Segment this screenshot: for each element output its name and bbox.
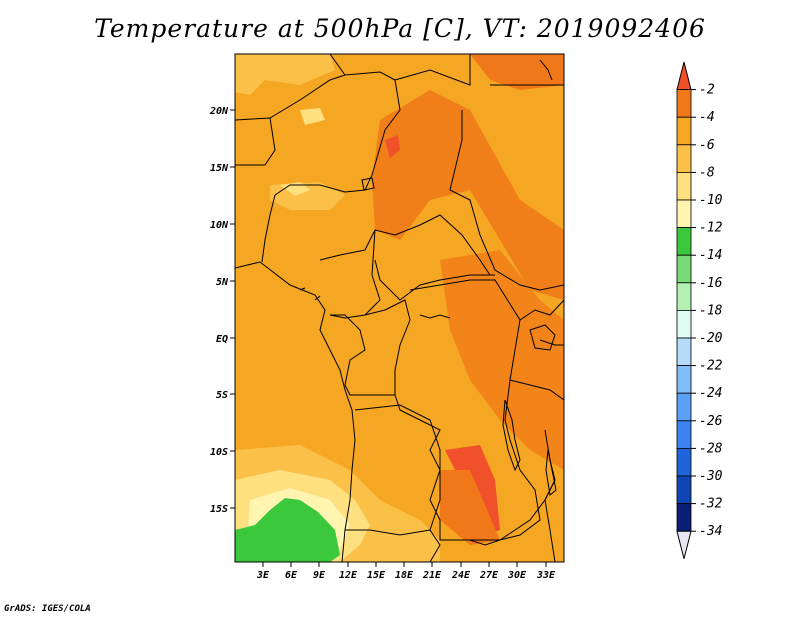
lat-tick-label: EQ xyxy=(216,334,228,345)
border-lines-east-1 xyxy=(394,54,471,86)
border-lines-east-africa xyxy=(519,299,564,321)
colorbar-swatch xyxy=(676,227,692,256)
warmest-spot-north xyxy=(385,135,400,158)
cool-shading-north-2 xyxy=(470,54,564,90)
colorbar-swatch xyxy=(676,282,692,311)
lake-malawi xyxy=(545,449,557,496)
lat-tick-label: 5S xyxy=(216,390,228,401)
green-patch-southwest xyxy=(235,498,340,562)
colorbar-label: -34 xyxy=(699,524,722,539)
border-lines-north-3 xyxy=(269,74,346,119)
border-lines-east-africa-2 xyxy=(539,339,564,346)
colorbar-swatch xyxy=(676,420,692,449)
coastline-west xyxy=(235,261,356,562)
colorbar-label: -8 xyxy=(699,165,715,180)
border-lines-cameroon xyxy=(319,229,381,319)
colorbar-label: -16 xyxy=(699,276,723,291)
colorbar-label: -14 xyxy=(699,248,722,263)
border-lines-angola xyxy=(354,404,441,562)
colorbar-label: -22 xyxy=(699,359,723,374)
warm-band-east xyxy=(372,90,564,300)
lon-tick-label: 3E xyxy=(256,570,270,581)
colorbar-label: -10 xyxy=(699,193,723,208)
lake-victoria xyxy=(529,324,556,351)
colorbar-label: -24 xyxy=(699,386,722,401)
cooler-patch-north xyxy=(300,108,325,125)
lon-tick-label: 24E xyxy=(451,570,471,581)
lat-tick-label: 5N xyxy=(216,277,229,288)
lon-tick-label: 30E xyxy=(507,570,527,581)
colorbar-swatch xyxy=(676,171,692,201)
colorbar-swatch xyxy=(676,475,692,505)
lon-tick-label: 33E xyxy=(536,570,556,581)
lon-tick-label: 12E xyxy=(339,570,358,581)
cool-shading-north xyxy=(235,54,335,95)
lat-tick-label: 10S xyxy=(210,447,228,458)
colorbar-swatch xyxy=(676,365,692,394)
latitude-labels: 20N 15N 10N 5N EQ 5S 10S 15S xyxy=(209,106,229,515)
longitude-axis xyxy=(262,562,547,567)
colorbar-label: -4 xyxy=(699,110,715,125)
colorbar-label: -30 xyxy=(699,469,723,484)
lon-tick-label: 9E xyxy=(313,570,326,581)
colorbar-swatch xyxy=(676,447,692,477)
lon-tick-label: 18E xyxy=(395,570,414,581)
temperature-field xyxy=(235,54,564,562)
lat-tick-label: 10N xyxy=(210,220,229,231)
colorbar-label: -12 xyxy=(699,221,723,236)
border-lines-east-2 xyxy=(449,110,564,291)
map-title: Temperature at 500hPa [C], VT: 201909240… xyxy=(94,14,706,43)
grads-credit: GrADS: IGES/COLA xyxy=(4,604,91,614)
colorbar-label: -6 xyxy=(699,138,715,153)
border-lines-east-africa-3 xyxy=(509,379,564,401)
colorbar-swatch xyxy=(676,199,692,229)
small-coast-bits xyxy=(299,287,451,319)
colorbar: -2 -4 -6 -8 -10 -12 -14 -16 -18 -20 -22 -24 -26 -28 -3… xyxy=(676,61,723,559)
lon-tick-label: 21E xyxy=(422,570,442,581)
country-borders xyxy=(235,54,564,562)
lat-tick-label: 15N xyxy=(210,163,229,174)
colorbar-bottom-arrow xyxy=(676,530,692,559)
colorbar-label: -20 xyxy=(699,331,723,346)
nile-edge xyxy=(539,59,553,81)
colorbar-swatch xyxy=(676,89,692,118)
warm-band-east-2 xyxy=(440,250,564,470)
border-lines-angola-south xyxy=(345,529,431,536)
lake-chad xyxy=(361,177,375,191)
colorbar-swatch xyxy=(676,392,692,422)
border-lines-gabon xyxy=(330,314,395,396)
lat-tick-label: 15S xyxy=(210,504,228,515)
colorbar-label: -26 xyxy=(699,414,723,429)
lat-tick-label: 20N xyxy=(209,106,229,117)
longitude-labels: 3E 6E 9E 12E 15E 18E 21E 24E 27E 30E 33E xyxy=(256,570,556,581)
colorbar-swatch xyxy=(676,144,692,173)
colorbar-top-arrow xyxy=(676,61,692,91)
border-lines-north-2 xyxy=(235,117,276,166)
border-lines-car-south xyxy=(374,259,495,301)
colorbar-label: -2 xyxy=(699,83,715,98)
border-lines-congo xyxy=(364,299,411,395)
border-lines-chad-car xyxy=(374,214,491,276)
colorbar-label: -28 xyxy=(699,441,723,456)
lon-tick-label: 15E xyxy=(367,570,386,581)
colorbar-label: -18 xyxy=(699,303,723,318)
colorbar-swatch xyxy=(676,309,692,339)
colorbar-swatch xyxy=(676,254,692,284)
lake-tanganyika xyxy=(502,399,521,472)
colorbar-label: -32 xyxy=(699,497,723,512)
colorbar-swatch xyxy=(676,503,692,532)
latitude-axis xyxy=(230,109,235,509)
map-frame xyxy=(234,53,565,563)
colorbar-swatch xyxy=(676,116,692,146)
lon-tick-label: 27E xyxy=(479,570,499,581)
lon-tick-label: 6E xyxy=(285,570,298,581)
warm-patch-southeast xyxy=(440,470,500,545)
colorbar-swatch xyxy=(676,337,692,367)
